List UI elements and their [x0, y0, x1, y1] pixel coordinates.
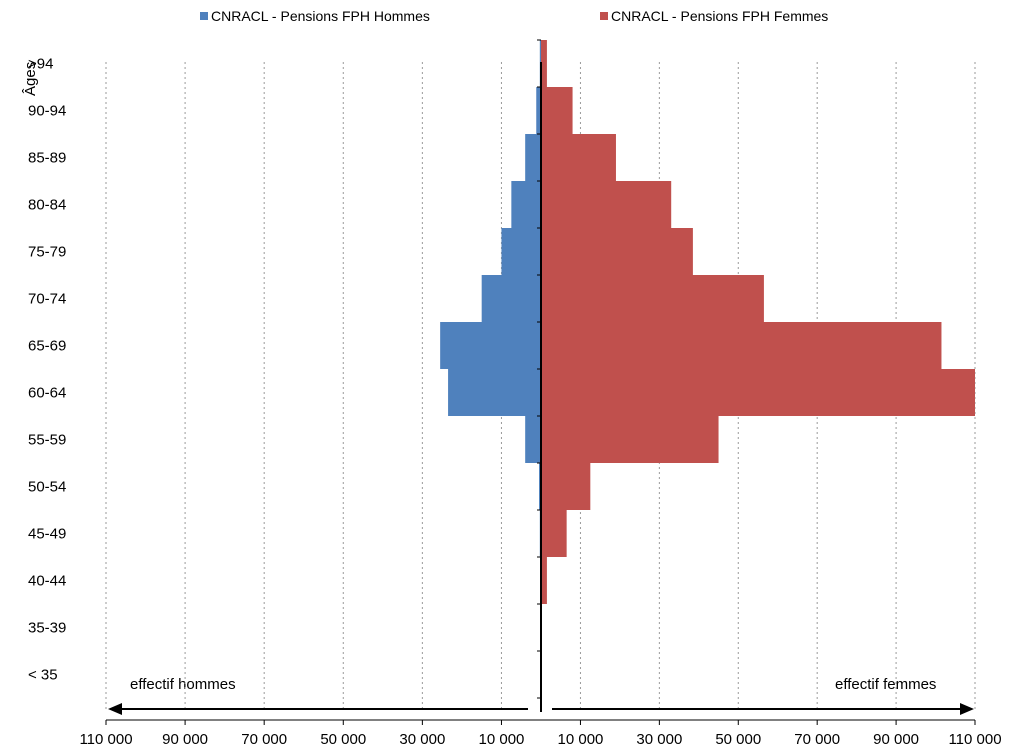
x-tick-label: 50 000	[715, 731, 761, 748]
x-tick-label: 30 000	[636, 731, 682, 748]
category-label: 50-54	[28, 479, 66, 496]
men-arrow-head	[108, 703, 122, 715]
x-tick-label: 30 000	[399, 731, 445, 748]
legend-label-men: CNRACL - Pensions FPH Hommes	[211, 8, 430, 24]
category-label: 65-69	[28, 338, 66, 355]
x-tick-label: 10 000	[558, 731, 604, 748]
x-tick-label: 10 000	[479, 731, 525, 748]
x-tick-label: 90 000	[873, 731, 919, 748]
bar-women	[541, 87, 573, 134]
bar-men	[481, 275, 541, 322]
bar-women	[541, 369, 975, 416]
bar-men	[501, 228, 541, 275]
bar-men	[536, 87, 541, 134]
legend-item-men: CNRACL - Pensions FPH Hommes	[200, 8, 430, 24]
chart-legend: CNRACL - Pensions FPH Hommes CNRACL - Pe…	[0, 8, 1011, 30]
bar-men	[511, 181, 541, 228]
bar-men	[440, 322, 541, 369]
bar-women	[541, 463, 591, 510]
category-label: 55-59	[28, 432, 66, 449]
bar-women	[541, 228, 693, 275]
legend-label-women: CNRACL - Pensions FPH Femmes	[611, 8, 829, 24]
legend-swatch-men	[200, 12, 208, 20]
legend-swatch-women	[600, 12, 608, 20]
x-tick-label: 110 000	[79, 731, 132, 748]
x-tick-label: 70 000	[794, 731, 840, 748]
bar-women	[541, 557, 547, 604]
men-count-label: effectif hommes	[130, 676, 236, 693]
category-label: 35-39	[28, 620, 66, 637]
bar-women	[541, 134, 616, 181]
women-arrow-head	[960, 703, 974, 715]
category-label: < 35	[28, 667, 58, 684]
legend-item-women: CNRACL - Pensions FPH Femmes	[600, 8, 828, 24]
bar-men	[448, 369, 541, 416]
bar-men	[525, 416, 541, 463]
bar-women	[541, 181, 672, 228]
category-label: 45-49	[28, 526, 66, 543]
category-label: 90-94	[28, 103, 66, 120]
x-tick-label: 70 000	[241, 731, 287, 748]
bar-women	[541, 40, 547, 87]
x-tick-label: 90 000	[162, 731, 208, 748]
category-label: 80-84	[28, 197, 66, 214]
bar-men	[525, 134, 541, 181]
category-label: >94	[28, 56, 53, 73]
bar-women	[541, 416, 719, 463]
category-label: 40-44	[28, 573, 66, 590]
x-tick-label: 50 000	[320, 731, 366, 748]
bar-women	[541, 322, 942, 369]
bar-women	[541, 510, 567, 557]
category-label: 75-79	[28, 244, 66, 261]
x-tick-label: 110 000	[948, 731, 1001, 748]
category-label: 70-74	[28, 291, 66, 308]
category-label: 85-89	[28, 150, 66, 167]
category-label: 60-64	[28, 385, 66, 402]
women-count-label: effectif femmes	[835, 676, 937, 693]
bar-women	[541, 275, 764, 322]
